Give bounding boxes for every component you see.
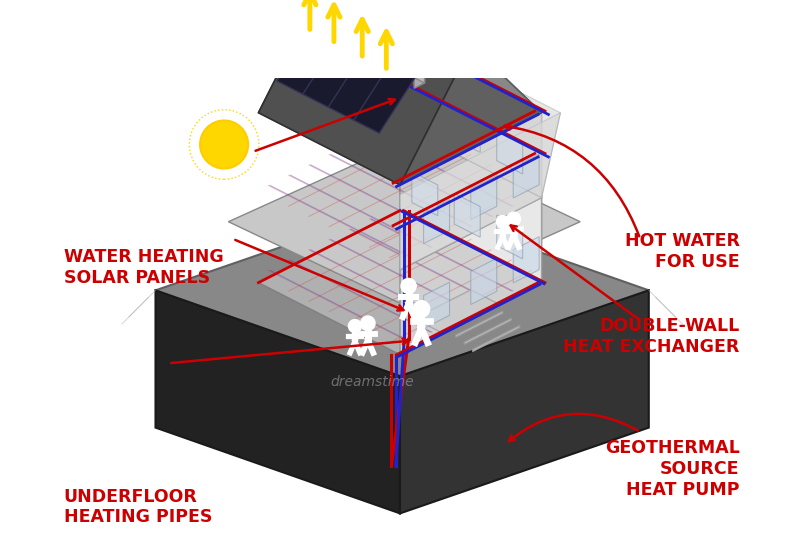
Circle shape: [496, 216, 509, 228]
Text: UNDERFLOOR
HEATING PIPES: UNDERFLOOR HEATING PIPES: [64, 487, 212, 527]
Polygon shape: [400, 31, 561, 198]
Polygon shape: [412, 87, 438, 131]
Circle shape: [200, 120, 248, 168]
Polygon shape: [258, 0, 470, 185]
Polygon shape: [258, 210, 542, 355]
Polygon shape: [497, 215, 522, 259]
Polygon shape: [400, 113, 542, 270]
Circle shape: [361, 316, 375, 331]
Polygon shape: [414, 290, 499, 333]
Polygon shape: [302, 35, 366, 107]
Polygon shape: [258, 41, 542, 185]
Circle shape: [401, 278, 416, 294]
Polygon shape: [412, 172, 438, 216]
Text: GEOTHERMAL
SOURCE
HEAT PUMP: GEOTHERMAL SOURCE HEAT PUMP: [605, 439, 740, 499]
Polygon shape: [470, 258, 497, 305]
Polygon shape: [328, 48, 391, 120]
Polygon shape: [497, 130, 522, 174]
Polygon shape: [464, 318, 511, 344]
Polygon shape: [155, 205, 649, 376]
Polygon shape: [400, 198, 542, 355]
Text: dreamstime: dreamstime: [330, 374, 414, 389]
Polygon shape: [277, 22, 341, 94]
Polygon shape: [414, 5, 425, 83]
Polygon shape: [514, 154, 539, 198]
Polygon shape: [400, 41, 542, 198]
Polygon shape: [514, 237, 539, 283]
Polygon shape: [454, 108, 480, 152]
Circle shape: [414, 301, 430, 317]
Polygon shape: [400, 113, 561, 270]
Polygon shape: [354, 61, 417, 133]
Text: DOUBLE-WALL
HEAT EXCHANGER: DOUBLE-WALL HEAT EXCHANGER: [563, 317, 740, 356]
Polygon shape: [155, 290, 400, 513]
Polygon shape: [258, 0, 400, 113]
Polygon shape: [423, 200, 450, 243]
Circle shape: [507, 212, 521, 226]
Polygon shape: [330, 0, 542, 113]
Text: HOT WATER
FOR USE: HOT WATER FOR USE: [625, 232, 740, 270]
Polygon shape: [400, 290, 649, 513]
Polygon shape: [229, 140, 580, 303]
Polygon shape: [470, 176, 497, 220]
Polygon shape: [473, 325, 520, 352]
Polygon shape: [423, 282, 450, 328]
Polygon shape: [404, 5, 425, 15]
Polygon shape: [414, 10, 425, 88]
Polygon shape: [400, 45, 542, 185]
Polygon shape: [400, 126, 542, 283]
Polygon shape: [456, 311, 503, 337]
Text: WATER HEATING
SOLAR PANELS: WATER HEATING SOLAR PANELS: [64, 248, 223, 287]
Circle shape: [349, 320, 362, 333]
Polygon shape: [454, 193, 480, 237]
